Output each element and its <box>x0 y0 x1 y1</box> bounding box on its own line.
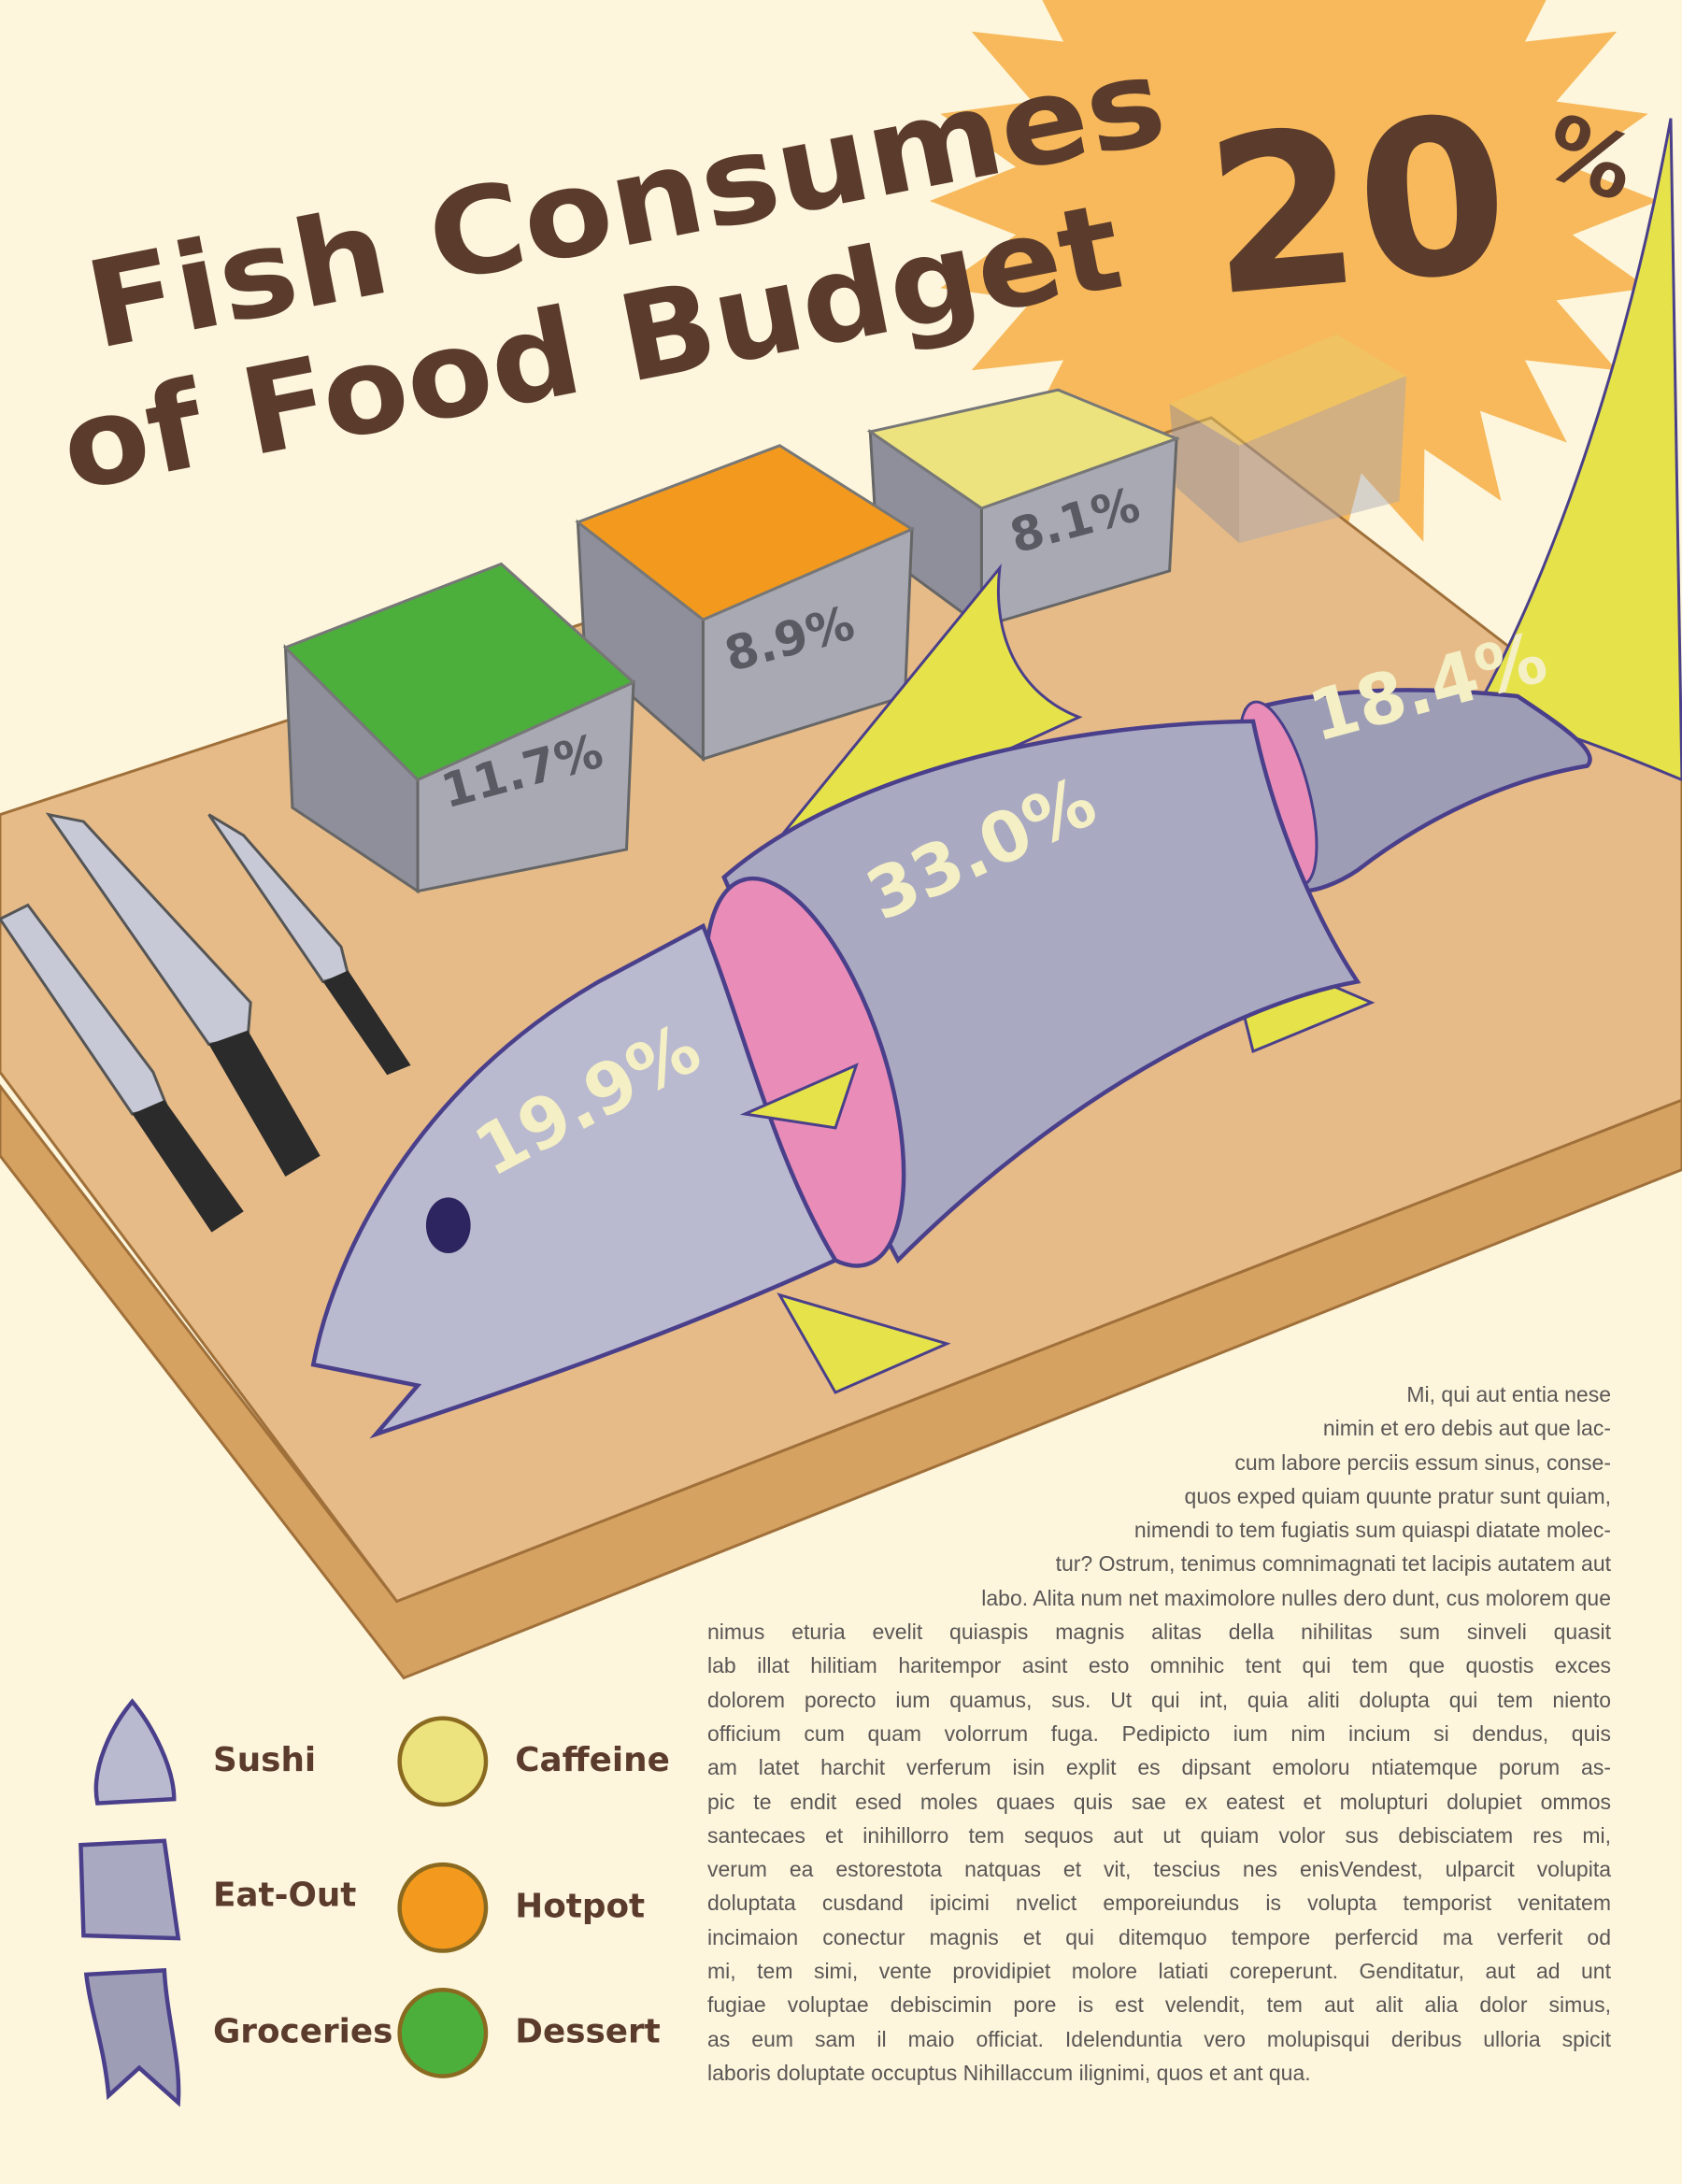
body-line: fugiae voluptae debiscimin pore is est v… <box>707 1992 1611 2018</box>
legend-item: Groceries <box>83 1967 392 2107</box>
body-line: Mi, qui aut entia nese <box>1406 1382 1611 1406</box>
legend: Sushi Eat-Out Groceries Caffeine Hotpot Desse… <box>78 1698 670 2107</box>
body-line: laboris doluptate occuptus Nihillaccum i… <box>707 2060 1311 2085</box>
legend-swatch <box>397 1862 489 1953</box>
eye <box>425 1197 471 1253</box>
body-line: cum labore perciis essum sinus, conse- <box>1234 1449 1611 1475</box>
legend-item: Hotpot <box>397 1862 645 1953</box>
body-line: am latet harchit verferum isin explit es… <box>707 1755 1611 1780</box>
knives <box>0 812 411 1233</box>
box: 11.7% <box>282 562 636 894</box>
body-line: officium cum quam volorrum fuga. Pedipic… <box>707 1720 1611 1746</box>
body-line: dolorem porecto ium quamus, sus. Ut qui … <box>707 1687 1611 1712</box>
legend-swatch <box>78 1838 181 1941</box>
legend-swatch <box>93 1698 177 1806</box>
body-line: pic te endit esed moles quaes quis sae e… <box>707 1789 1611 1814</box>
body-line: incimaion conectur magnis et qui ditemqu… <box>707 1924 1611 1949</box>
dorsal-fin <box>757 564 1083 865</box>
box: 8.1% <box>866 388 1181 630</box>
body-line: nimin et ero debis aut que lac- <box>1322 1416 1611 1441</box>
fish-tail <box>1238 118 1682 893</box>
body-line: doluptata cusdand ipicimi nvelict empore… <box>707 1891 1611 1916</box>
body-text: Mi, qui aut entia nese nimin et ero debis… <box>707 1377 1611 2090</box>
body-line: nimus eturia evelit quiaspis magnis alit… <box>707 1620 1611 1645</box>
body-line: mi, tem simi, vente providipiet molore l… <box>707 1959 1611 1984</box>
legend-label: Caffeine <box>515 1741 670 1779</box>
box-content <box>866 388 1181 510</box>
body-line: santecaes et inihillorro tem sequos aut … <box>707 1822 1611 1848</box>
legend-item: Sushi <box>93 1698 316 1806</box>
pelvic-fin <box>777 1292 951 1394</box>
box-content <box>575 444 916 621</box>
body-line: tur? Ostrum, tenimus comnimagnati tet la… <box>1055 1551 1611 1577</box>
legend-label: Dessert <box>515 2012 660 2050</box>
legend-swatch <box>397 1987 489 2078</box>
marks: 8.1%8.9%11.7%19.9%33.0%18.4% <box>282 118 1682 1439</box>
fish-head <box>310 922 951 1439</box>
scene: 8.1%8.9%11.7%19.9%33.0%18.4% Sushi Eat-Ou… <box>0 118 1682 2107</box>
legend-label: Hotpot <box>515 1887 645 1925</box>
legend-item: Eat-Out <box>78 1838 356 1941</box>
fish-piece <box>310 922 839 1439</box>
legend-swatch <box>397 1716 489 1807</box>
fish-body <box>704 564 1376 1268</box>
box: 8.9% <box>575 444 916 763</box>
legend-swatch <box>83 1967 181 2107</box>
body-line: verum ea estorestota natquas et vit, tes… <box>707 1857 1611 1882</box>
legend-label: Groceries <box>213 2012 392 2050</box>
legend-label: Sushi <box>213 1741 316 1779</box>
body-line: lab illat hilitiam haritempor asint esto… <box>707 1653 1611 1678</box>
body-line: as eum sam il maio officiat. Idelendunti… <box>707 2026 1611 2051</box>
legend-label: Eat-Out <box>213 1876 356 1914</box>
body-line: labo. Alita num net maximolore nulles de… <box>981 1585 1611 1610</box>
body-line: nimendi to tem fugiatis sum quiaspi diat… <box>1133 1518 1611 1543</box>
faded-box <box>1169 334 1406 544</box>
legend-item: Dessert <box>397 1987 661 2078</box>
pectoral-fin <box>739 1063 859 1130</box>
legend-item: Caffeine <box>397 1716 670 1807</box>
box-content <box>282 562 636 782</box>
headline-number: 20 <box>1198 70 1518 345</box>
body-line: quos exped quiam quunte pratur sunt quia… <box>1184 1483 1611 1508</box>
